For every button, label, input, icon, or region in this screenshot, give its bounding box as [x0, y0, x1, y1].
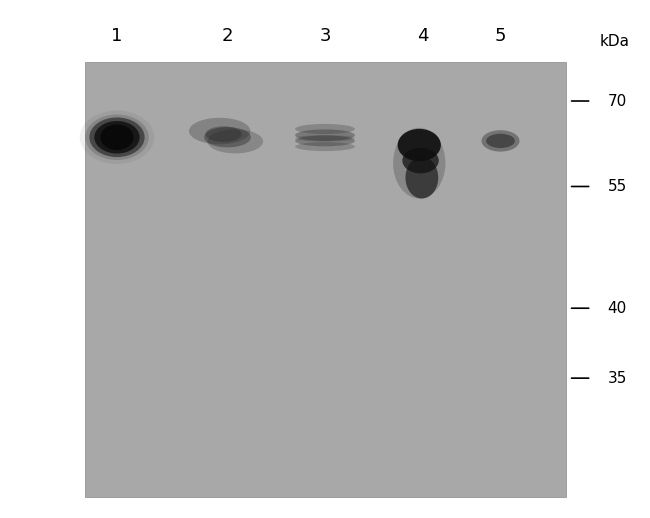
FancyBboxPatch shape	[84, 62, 566, 497]
Ellipse shape	[204, 127, 251, 148]
Ellipse shape	[295, 142, 355, 151]
Text: 70: 70	[608, 94, 627, 108]
Ellipse shape	[295, 136, 355, 147]
Ellipse shape	[207, 130, 263, 153]
Ellipse shape	[295, 130, 355, 141]
Ellipse shape	[295, 124, 355, 134]
Text: 4: 4	[417, 27, 428, 45]
Ellipse shape	[398, 129, 441, 161]
Ellipse shape	[80, 110, 154, 164]
Ellipse shape	[402, 148, 439, 174]
Ellipse shape	[189, 118, 250, 145]
Ellipse shape	[94, 121, 140, 153]
Ellipse shape	[295, 135, 355, 141]
Text: 3: 3	[319, 27, 331, 45]
Ellipse shape	[85, 114, 149, 160]
Ellipse shape	[100, 124, 134, 150]
Text: 35: 35	[608, 371, 627, 385]
Text: 2: 2	[222, 27, 233, 45]
Text: 1: 1	[111, 27, 123, 45]
Text: kDa: kDa	[599, 34, 629, 49]
Text: 55: 55	[608, 179, 627, 194]
Ellipse shape	[486, 134, 515, 148]
Ellipse shape	[90, 118, 144, 157]
Text: 5: 5	[495, 27, 506, 45]
Ellipse shape	[393, 128, 445, 198]
Ellipse shape	[205, 126, 242, 142]
Text: 40: 40	[608, 301, 627, 315]
Ellipse shape	[482, 130, 519, 152]
Ellipse shape	[406, 157, 438, 198]
